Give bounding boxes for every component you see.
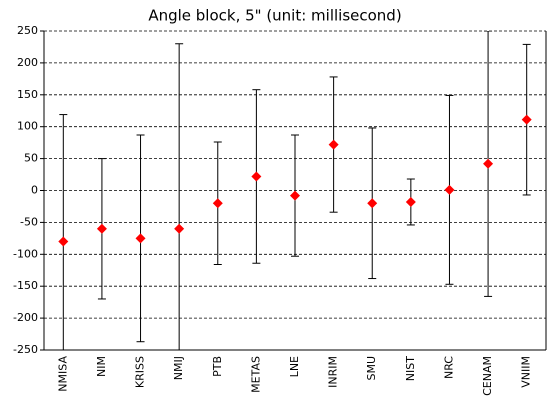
labels: -250 -200 -150 -100 -50 0 50 100 150 200 250 NMISA N… [13,24,533,396]
x-tick-label: NIM [95,356,108,377]
x-tick-label: SMU [365,356,378,381]
grid [40,30,547,351]
point [521,114,532,125]
point [58,236,69,247]
x-tick-label: KRISS [134,356,147,388]
point [328,139,339,150]
y-tick-label: -50 [20,215,38,228]
x-tick-label: NMISA [56,356,69,392]
y-tick-label: 200 [17,56,38,69]
y-tick-label: -250 [13,343,38,356]
x-tick-label: CENAM [481,356,494,396]
point [96,223,107,234]
point [290,190,300,201]
point [483,158,494,169]
chart-title: Angle block, 5" (unit: millisecond) [148,7,401,25]
point [174,223,185,234]
point [405,196,416,207]
point [251,171,262,182]
x-tick-label: PTB [211,356,224,377]
point [367,198,378,209]
y-tick-label: -150 [13,279,38,292]
point [135,233,146,244]
plot-marks [58,31,532,350]
y-tick-label: 0 [31,184,38,197]
y-tick-label: -100 [13,247,38,260]
y-tick-label: 100 [17,120,38,133]
x-tick-label: INRIM [327,356,340,388]
x-tick-label: LNE [288,356,301,377]
x-tick-label: METAS [249,356,262,393]
point [212,198,223,209]
x-tick-label: NIST [404,356,417,381]
x-tick-label: VNIIM [520,356,533,388]
y-tick-label: -200 [13,311,38,324]
y-tick-label: 50 [24,152,38,165]
x-tick-label: NRC [442,356,455,379]
point [444,184,455,195]
y-tick-label: 150 [17,88,38,101]
x-tick-label: NMIJ [172,356,185,380]
y-tick-label: 250 [17,24,38,37]
